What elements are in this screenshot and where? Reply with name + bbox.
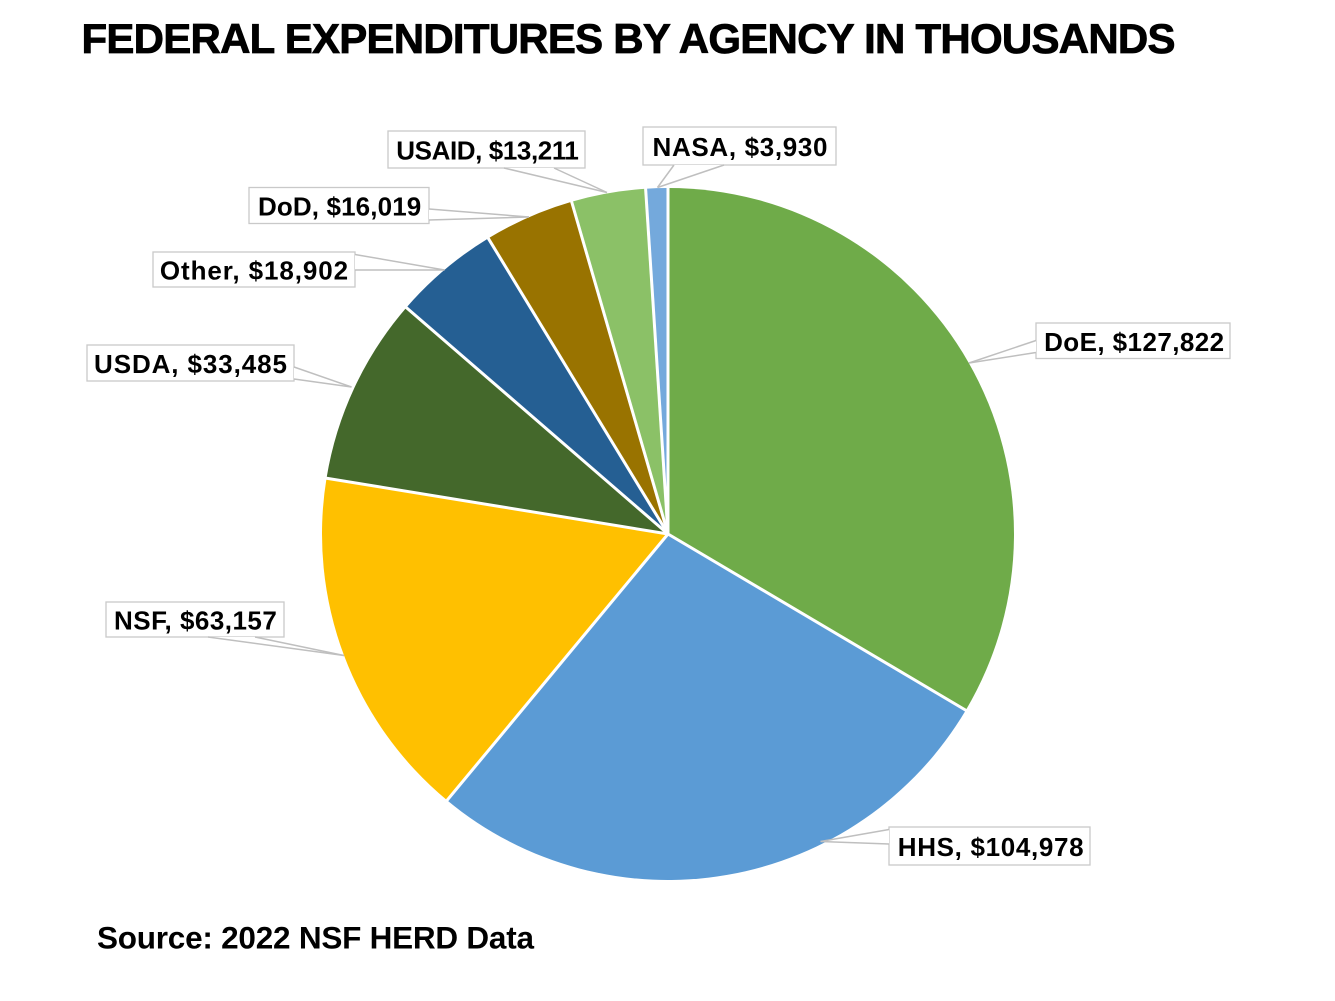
svg-text:FEDERAL EXPENDITURES BY AGENCY: FEDERAL EXPENDITURES BY AGENCY IN THOUSA… — [82, 15, 1176, 62]
svg-text:HHS, $104,978: HHS, $104,978 — [898, 832, 1084, 862]
svg-text:Source: 2022 NSF HERD Data: Source: 2022 NSF HERD Data — [97, 920, 534, 956]
svg-text:DoD, $16,019: DoD, $16,019 — [258, 192, 421, 222]
svg-text:Other, $18,902: Other, $18,902 — [160, 256, 348, 286]
svg-text:NASA, $3,930: NASA, $3,930 — [653, 132, 828, 162]
svg-text:NSF, $63,157: NSF, $63,157 — [114, 606, 277, 636]
svg-text:DoE, $127,822: DoE, $127,822 — [1044, 327, 1224, 357]
svg-text:USAID, $13,211: USAID, $13,211 — [396, 136, 579, 166]
svg-text:USDA, $33,485: USDA, $33,485 — [94, 349, 287, 379]
